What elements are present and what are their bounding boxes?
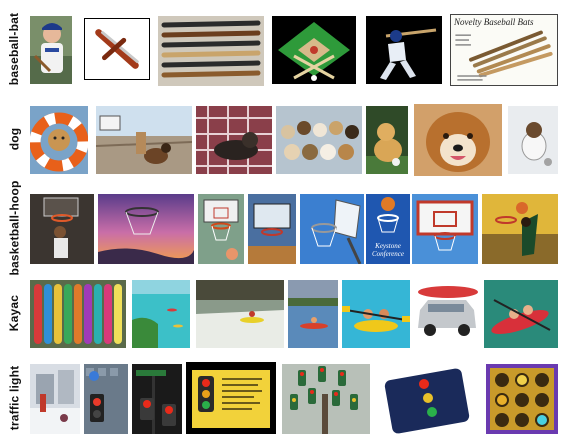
colorful-kayaks-photo[interactable] [30,280,126,348]
kayak-on-car-photo[interactable] [414,280,480,348]
red-backboard-photo[interactable] [412,194,478,264]
collie-closeup-photo[interactable] [414,104,502,176]
pedestrian-signal-photo[interactable] [84,364,128,434]
waterfall-kayak-photo[interactable] [196,280,284,348]
court-hoop-photo[interactable] [248,194,296,264]
boy-with-bat-photo[interactable] [30,16,72,84]
lake-kayakers-photo[interactable] [132,280,190,348]
row-label-text: traffic light [7,365,22,431]
row-traffic-light: traffic light [0,360,565,436]
hoop-at-sunset-photo[interactable] [98,194,194,264]
row-label: dog [2,102,26,176]
bats-on-table-photo[interactable] [158,16,264,86]
red-kayak-photo[interactable] [484,280,558,348]
row-label-text: baseball-bat [7,12,22,86]
row-label: traffic light [2,360,26,436]
traffic-lights-grid-photo[interactable] [486,364,558,434]
novelty-page-title: Novelty Baseball Bats [454,17,534,27]
row-baseball-bat: baseball-bat [0,12,565,86]
row-label: basketball-hoop [2,180,26,275]
dog-in-snow-photo[interactable] [508,106,558,174]
traffic-signal-poster[interactable] [186,362,276,434]
crossed-bats-icon[interactable] [84,18,150,80]
player-dunking-photo[interactable] [30,194,94,264]
cats-and-dog-on-blanket-photo[interactable] [196,106,272,174]
row-label: baseball-bat [2,12,26,86]
row-label-text: basketball-hoop [7,180,22,276]
row-label: Kayac [2,276,26,350]
tree-of-lights-sculpture[interactable] [282,364,370,434]
novelty-bats-page[interactable]: Novelty Baseball Bats [450,14,558,86]
tandem-kayak-photo[interactable] [342,280,410,348]
outdoor-hoop-photo[interactable] [198,194,244,264]
dog-on-boardwalk-photo[interactable] [96,106,192,174]
signal-card-photo[interactable] [382,364,474,434]
snowy-street-photo[interactable] [30,364,80,434]
river-kayak-photo[interactable] [288,280,338,348]
row-dog: dog [0,102,565,176]
row-label-text: dog [7,127,21,151]
baseball-diamond-logo[interactable] [272,16,356,84]
golden-retriever-photo[interactable] [366,106,408,174]
row-basketball-hoop: basketball-hoop [0,180,565,276]
batter-swinging-photo[interactable] [366,16,442,84]
row-kayac: Kayac [0,276,565,350]
keystone-caption: Keystone Conference [371,242,404,258]
row-label-text: Kayac [7,294,21,332]
keystone-hoop-photo[interactable]: Keystone Conference [366,194,410,264]
street-signal-photo[interactable] [132,364,182,434]
dog-in-life-ring-photo[interactable] [30,106,88,174]
group-of-dogs-photo[interactable] [276,106,362,174]
hoop-net-sky-photo[interactable] [300,194,364,264]
player-at-hoop-photo[interactable] [482,194,558,264]
